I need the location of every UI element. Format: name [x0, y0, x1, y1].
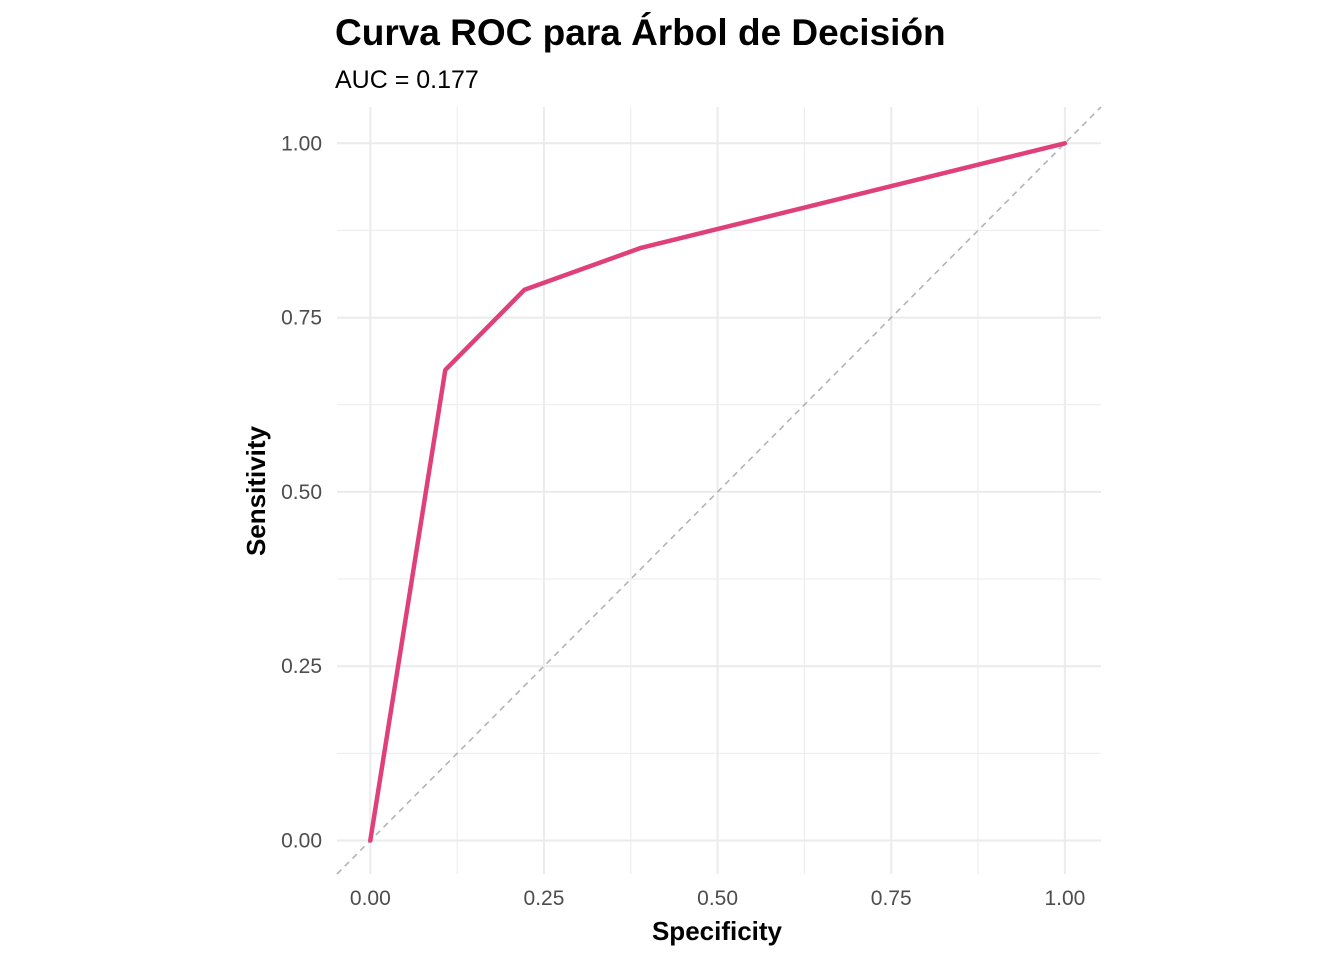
y-axis-title: Sensitivity — [241, 425, 271, 556]
y-tick-label: 0.00 — [281, 830, 322, 853]
x-tick-label: 0.25 — [524, 887, 565, 910]
x-axis-ticks: 0.00 0.25 0.50 0.75 1.00 — [350, 887, 1085, 910]
x-tick-label: 1.00 — [1044, 887, 1085, 910]
series-lines — [368, 141, 1068, 843]
chart-title: Curva ROC para Árbol de Decisión — [335, 12, 946, 53]
grid — [337, 107, 1101, 874]
chart-subtitle: AUC = 0.177 — [335, 66, 479, 94]
y-tick-label: 1.00 — [281, 132, 322, 155]
y-tick-label: 0.25 — [281, 655, 322, 678]
y-axis-ticks: 0.00 0.25 0.50 0.75 1.00 — [281, 132, 322, 852]
x-tick-label: 0.75 — [871, 887, 912, 910]
reference-diagonal — [336, 106, 1102, 875]
reference-line — [336, 106, 1102, 875]
x-axis-title: Specificity — [652, 916, 783, 946]
roc-curve-line — [368, 141, 1068, 843]
y-tick-label: 0.75 — [281, 307, 322, 330]
x-tick-label: 0.50 — [697, 887, 738, 910]
y-tick-label: 0.50 — [281, 481, 322, 504]
x-tick-label: 0.00 — [350, 887, 391, 910]
